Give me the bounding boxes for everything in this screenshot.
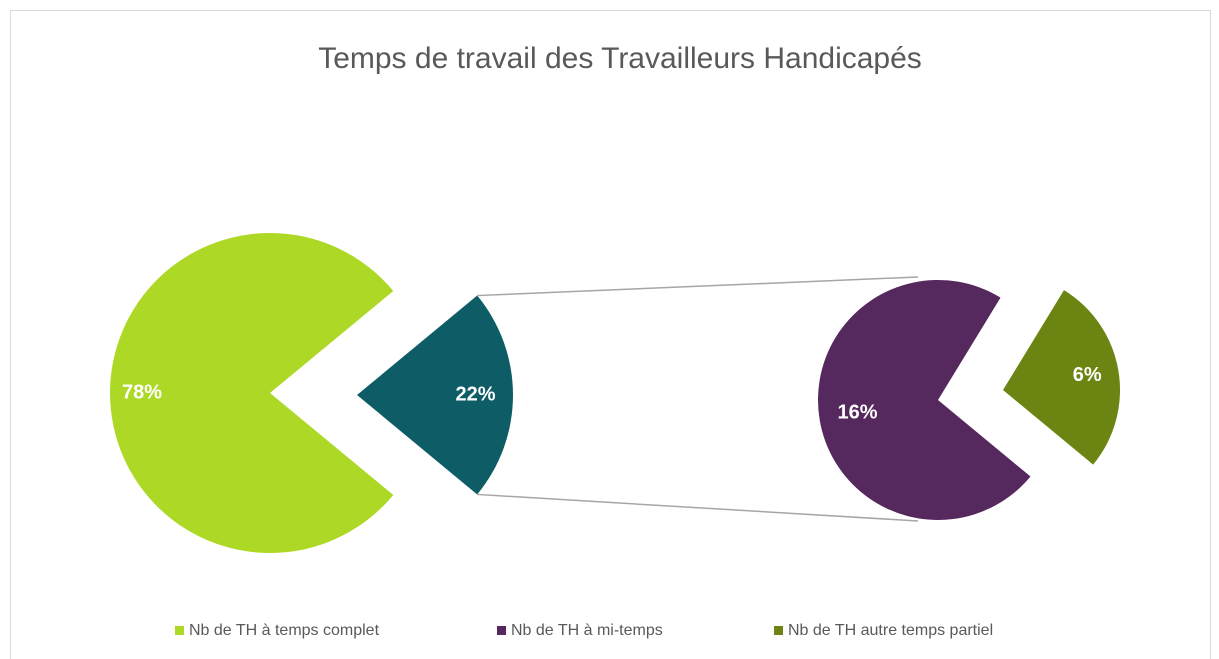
connector-line bbox=[477, 276, 919, 297]
legend-label: Nb de TH à mi-temps bbox=[511, 622, 663, 639]
connector-line bbox=[477, 493, 919, 522]
data-label: 6% bbox=[1073, 364, 1102, 386]
pie-slice bbox=[818, 280, 1031, 520]
chart-title: Temps de travail des Travailleurs Handic… bbox=[318, 42, 922, 75]
legend-label: Nb de TH à temps complet bbox=[189, 622, 380, 639]
legend-swatch bbox=[774, 626, 783, 635]
data-label: 16% bbox=[838, 402, 878, 424]
pie-slice bbox=[1003, 290, 1121, 465]
legend-swatch bbox=[175, 626, 184, 635]
pie-slice bbox=[357, 295, 513, 495]
data-label: 78% bbox=[122, 381, 162, 403]
legend-swatch bbox=[497, 626, 506, 635]
data-label: 22% bbox=[456, 383, 496, 405]
legend-label: Nb de TH autre temps partiel bbox=[788, 622, 993, 639]
pie-slice bbox=[109, 232, 394, 553]
